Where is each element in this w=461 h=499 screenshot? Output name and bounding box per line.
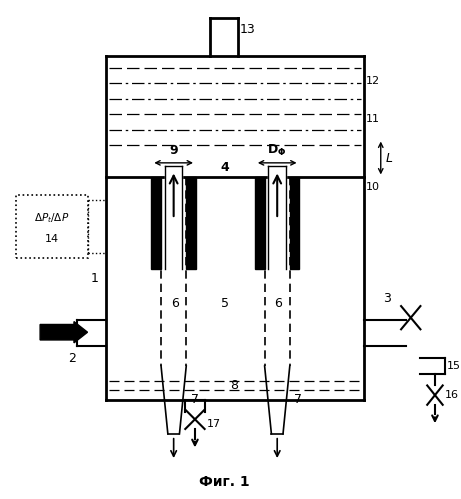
Text: 7: 7	[295, 393, 302, 407]
Text: 1: 1	[90, 272, 98, 285]
Bar	[151, 177, 161, 269]
Text: 11: 11	[366, 114, 380, 124]
Text: 12: 12	[366, 75, 380, 86]
Text: 9: 9	[169, 144, 178, 157]
Text: $\Delta P_t / \Delta P$: $\Delta P_t / \Delta P$	[34, 211, 69, 225]
Text: 7: 7	[191, 393, 199, 407]
Bar	[165, 166, 183, 269]
Text: 15: 15	[447, 361, 461, 371]
FancyArrow shape	[40, 321, 88, 343]
Bar	[186, 177, 196, 269]
Text: 16: 16	[444, 390, 459, 400]
Text: 6: 6	[274, 297, 282, 310]
Text: 6: 6	[171, 297, 178, 310]
Text: 13: 13	[239, 23, 255, 36]
Bar	[290, 177, 300, 269]
Bar	[268, 166, 286, 269]
Text: 5: 5	[221, 297, 229, 310]
Text: 2: 2	[68, 352, 76, 365]
Text: $\mathbf{D_Φ}$: $\mathbf{D_Φ}$	[267, 143, 287, 158]
Text: L: L	[385, 152, 393, 165]
Text: 17: 17	[207, 419, 221, 429]
Bar	[255, 177, 265, 269]
Text: 8: 8	[230, 379, 239, 392]
Text: 4: 4	[220, 161, 229, 174]
Text: Фиг. 1: Фиг. 1	[199, 475, 249, 489]
Bar	[16, 195, 89, 257]
Text: 10: 10	[366, 182, 380, 192]
Text: 3: 3	[383, 292, 390, 305]
Text: 14: 14	[45, 235, 59, 245]
